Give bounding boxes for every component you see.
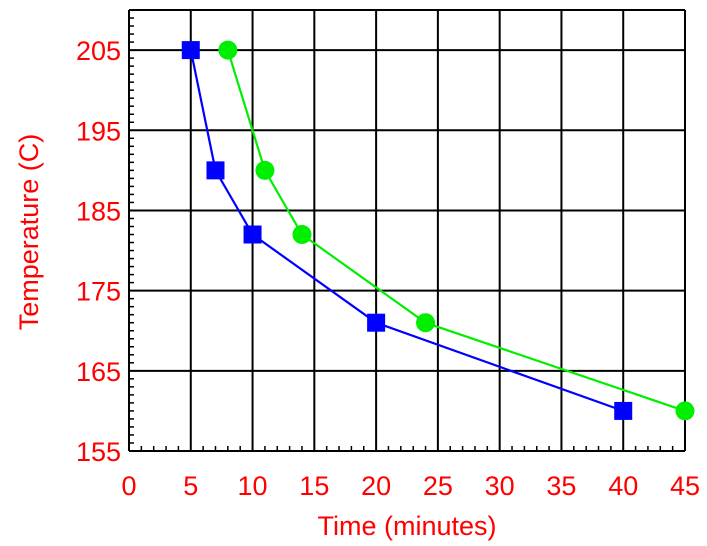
series-2-point (292, 225, 312, 245)
series-1-point (243, 225, 262, 244)
x-tick-labels: 0 5 10 15 20 25 30 35 40 45 (121, 471, 700, 501)
y-tick-label: 175 (76, 277, 121, 307)
y-tick-label: 155 (76, 437, 121, 467)
series-2-point (675, 401, 695, 421)
y-tick-label: 165 (76, 357, 121, 387)
y-tick-label: 195 (76, 116, 121, 146)
series-1-point (367, 313, 386, 332)
x-tick-label: 15 (299, 471, 329, 501)
x-tick-label: 25 (423, 471, 453, 501)
x-tick-label: 5 (183, 471, 198, 501)
x-tick-label: 40 (608, 471, 638, 501)
y-tick-label: 205 (76, 36, 121, 66)
series-2-point (218, 40, 238, 60)
plot-frame (128, 9, 685, 452)
x-tick-label: 10 (238, 471, 268, 501)
series-markers (181, 40, 695, 421)
plot-background (129, 10, 685, 451)
y-tick-labels: 155 165 175 185 195 205 (76, 36, 121, 467)
series-2-point (255, 160, 275, 180)
x-tick-label: 45 (670, 471, 700, 501)
series-1-point (206, 161, 225, 180)
x-tick-label: 0 (121, 471, 136, 501)
x-tick-label: 30 (485, 471, 515, 501)
series-1-point (614, 401, 633, 420)
plot-area (129, 10, 685, 451)
grid-lines (129, 10, 686, 451)
series-1-point (181, 41, 200, 60)
x-tick-label: 35 (546, 471, 576, 501)
y-tick-label: 185 (76, 196, 121, 226)
series-2-point (416, 313, 436, 333)
x-tick-label: 20 (361, 471, 391, 501)
x-axis-title: Time (minutes) (317, 511, 496, 541)
y-axis-title: Temperature (C) (14, 134, 44, 331)
